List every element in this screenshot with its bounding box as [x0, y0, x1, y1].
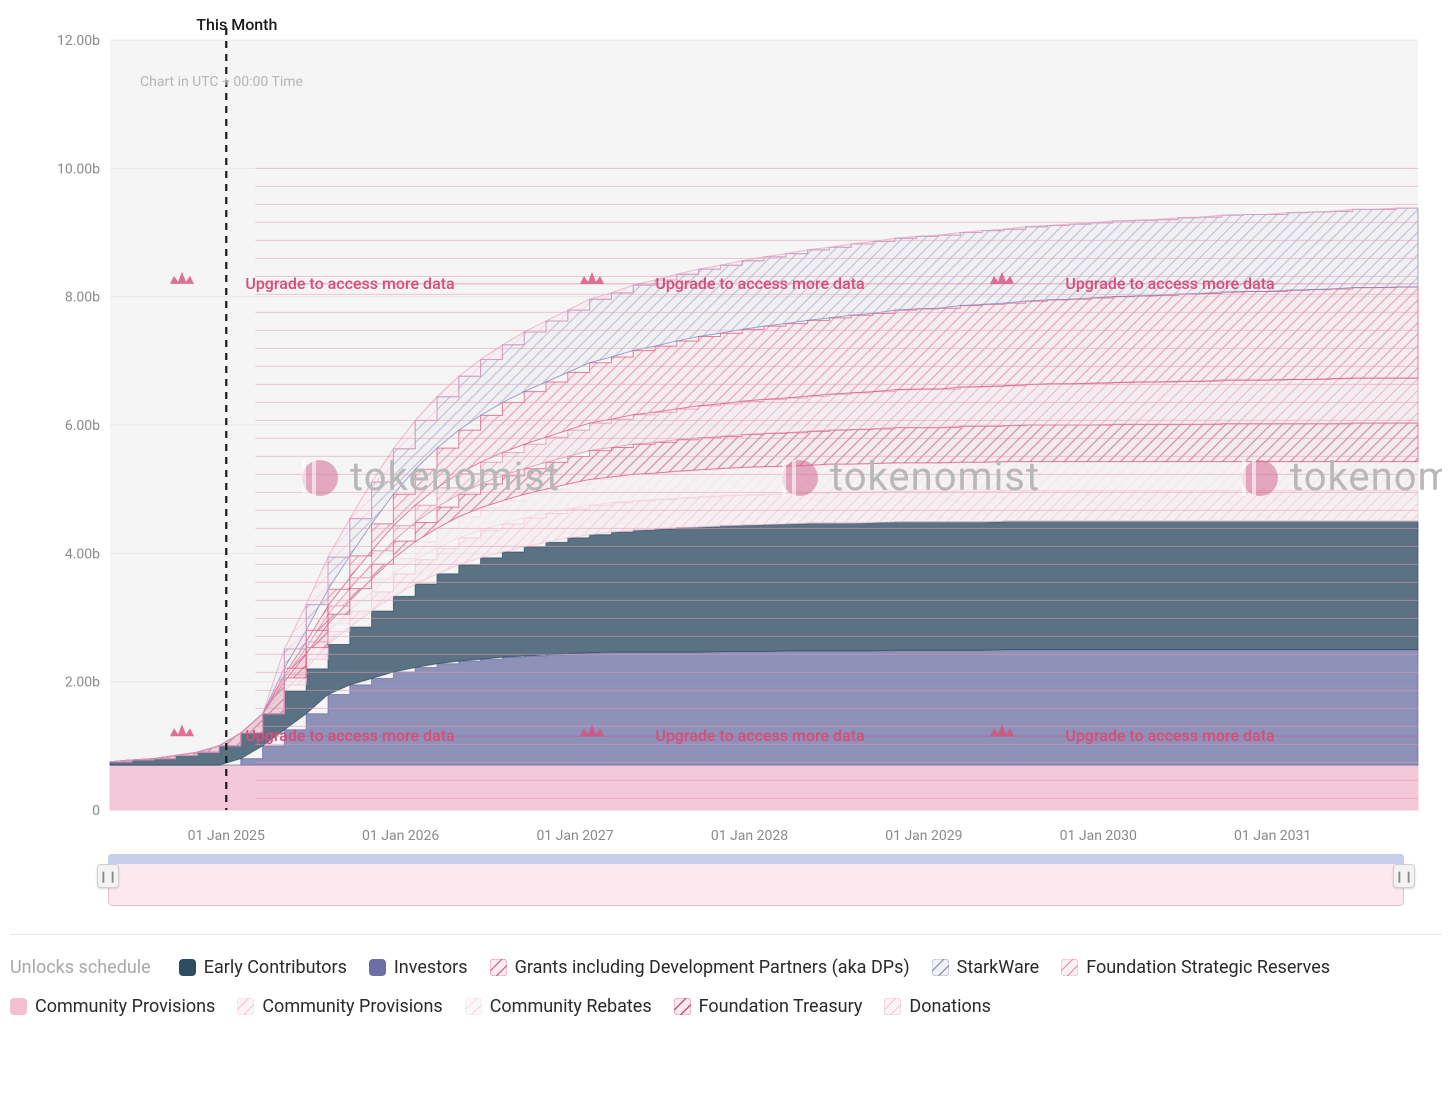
svg-text:12.00b: 12.00b — [57, 33, 100, 49]
legend-item[interactable]: StarkWare — [932, 957, 1040, 978]
legend-swatch — [237, 998, 254, 1015]
legend-label: Foundation Treasury — [699, 996, 863, 1017]
legend-item[interactable]: Community Provisions — [10, 996, 215, 1017]
legend-item[interactable]: Investors — [369, 957, 468, 978]
svg-text:2.00b: 2.00b — [65, 675, 100, 691]
legend-swatch — [674, 998, 691, 1015]
svg-text:This Month: This Month — [196, 15, 277, 34]
time-scrubber[interactable]: ❙❙ ❙❙ — [108, 854, 1404, 906]
svg-text:10.00b: 10.00b — [57, 161, 100, 177]
scrubber-track-top — [108, 854, 1404, 864]
legend-label: Community Rebates — [490, 996, 652, 1017]
legend-item[interactable]: Community Provisions — [237, 996, 442, 1017]
unlock-chart: 02.00b4.00b6.00b8.00b10.00b12.00bUpgrade… — [10, 10, 1442, 860]
legend-swatch — [179, 959, 196, 976]
legend-label: StarkWare — [957, 957, 1040, 978]
svg-text:01 Jan 2030: 01 Jan 2030 — [1060, 828, 1137, 844]
legend-label: Investors — [394, 957, 468, 978]
svg-text:6.00b: 6.00b — [65, 418, 100, 434]
legend-item[interactable]: Foundation Treasury — [674, 996, 863, 1017]
svg-text:01 Jan 2025: 01 Jan 2025 — [188, 828, 265, 844]
svg-text:Chart in UTC + 00:00 Time: Chart in UTC + 00:00 Time — [140, 74, 303, 90]
legend-swatch — [884, 998, 901, 1015]
svg-text:01 Jan 2027: 01 Jan 2027 — [536, 828, 613, 844]
legend-label: Foundation Strategic Reserves — [1086, 957, 1330, 978]
scrubber-track-body — [108, 864, 1404, 906]
legend-item[interactable]: Early Contributors — [179, 957, 347, 978]
legend-label: Grants including Development Partners (a… — [515, 957, 910, 978]
svg-text:tokenomist: tokenomist — [830, 453, 1040, 500]
legend-label: Donations — [909, 996, 991, 1017]
svg-text:tokenomist: tokenomist — [1290, 453, 1442, 500]
svg-text:01 Jan 2026: 01 Jan 2026 — [362, 828, 439, 844]
svg-text:01 Jan 2031: 01 Jan 2031 — [1234, 828, 1311, 844]
legend: Unlocks schedule Early Contributors Inves… — [10, 934, 1442, 1017]
legend-swatch — [490, 959, 507, 976]
legend-label: Community Provisions — [35, 996, 215, 1017]
legend-swatch — [1061, 959, 1078, 976]
svg-text:tokenomist: tokenomist — [350, 453, 560, 500]
legend-swatch — [932, 959, 949, 976]
legend-title: Unlocks schedule — [10, 957, 151, 978]
scrubber-handle-left[interactable]: ❙❙ — [97, 864, 119, 888]
legend-label: Early Contributors — [204, 957, 347, 978]
legend-item[interactable]: Donations — [884, 996, 991, 1017]
scrubber-handle-right[interactable]: ❙❙ — [1393, 864, 1415, 888]
legend-swatch — [465, 998, 482, 1015]
legend-item[interactable]: Grants including Development Partners (a… — [490, 957, 910, 978]
legend-item[interactable]: Community Rebates — [465, 996, 652, 1017]
chart-container: 02.00b4.00b6.00b8.00b10.00b12.00bUpgrade… — [10, 10, 1442, 860]
legend-swatch — [10, 998, 27, 1015]
svg-text:4.00b: 4.00b — [65, 546, 100, 562]
svg-text:0: 0 — [92, 803, 100, 819]
legend-swatch — [369, 959, 386, 976]
svg-text:01 Jan 2029: 01 Jan 2029 — [885, 828, 962, 844]
legend-item[interactable]: Foundation Strategic Reserves — [1061, 957, 1330, 978]
svg-text:8.00b: 8.00b — [65, 290, 100, 306]
legend-label: Community Provisions — [262, 996, 442, 1017]
svg-text:01 Jan 2028: 01 Jan 2028 — [711, 828, 788, 844]
